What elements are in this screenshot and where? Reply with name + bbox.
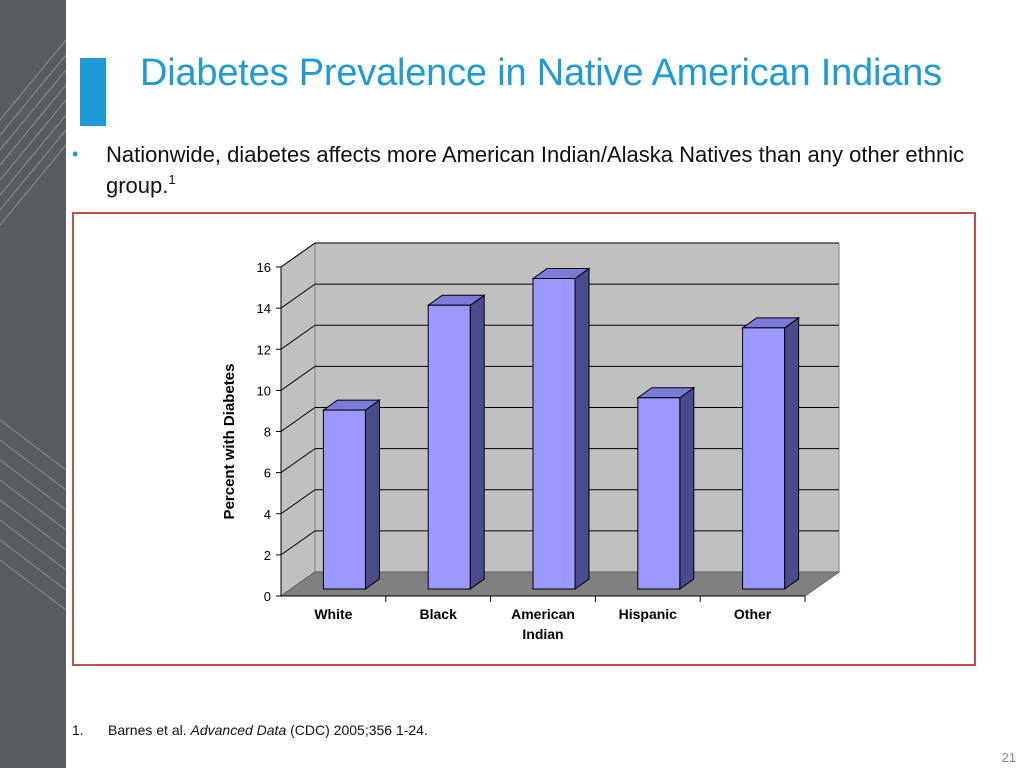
bar-chart: 0 2 4 6 8 10 12 14 16 White Black American Indian His…	[221, 242, 841, 642]
y-tick-label: 10	[257, 383, 271, 398]
x-tick-label: Other	[734, 606, 772, 622]
footnote-details: (CDC) 2005;356 1-24.	[286, 722, 428, 738]
y-tick-label: 6	[264, 466, 271, 481]
y-tick-label: 4	[264, 507, 271, 522]
bar-side	[574, 267, 590, 590]
slide-title: Diabetes Prevalence in Native American I…	[140, 52, 942, 94]
bar	[532, 278, 576, 590]
y-tick-label: 0	[264, 589, 271, 604]
gridline-side	[280, 242, 316, 268]
y-tick-label: 14	[257, 301, 271, 316]
title-accent-bar	[80, 58, 106, 126]
gridline-side	[280, 530, 316, 556]
x-tick-label: Black	[420, 606, 458, 622]
gridline-side	[280, 283, 316, 309]
x-tick-label: American	[511, 606, 575, 622]
y-axis-title: Percent with Diabetes	[221, 364, 238, 520]
gridline-side	[280, 448, 316, 474]
x-tick-label: Indian	[522, 626, 563, 642]
bar-side	[679, 386, 695, 590]
bullet-dot-icon: •	[72, 144, 79, 164]
bar	[322, 409, 366, 590]
footnote-authors: Barnes et al.	[108, 722, 191, 738]
footnote-journal: Advanced Data	[190, 722, 287, 738]
y-tick-label: 8	[264, 425, 271, 440]
x-tick-label: Hispanic	[619, 606, 678, 622]
bar	[637, 397, 681, 590]
gridline-side	[280, 324, 316, 350]
page-number: 21	[1001, 750, 1016, 765]
bullet-citation: 1	[168, 172, 176, 187]
bar-side	[469, 294, 485, 590]
y-tick-label: 2	[264, 548, 271, 563]
y-tick-label: 12	[257, 342, 271, 357]
band-pattern-graphic	[0, 39, 66, 611]
bullet-text-wrapper: Nationwide, diabetes affects more Americ…	[106, 139, 986, 201]
footnote-number: 1.	[72, 722, 84, 738]
x-tick-label: White	[314, 606, 352, 622]
chart-frame: 0 2 4 6 8 10 12 14 16 White Black American Indian His…	[72, 212, 976, 666]
footnote: 1. Barnes et al. Advanced Data (CDC) 2005…	[72, 722, 428, 738]
bar-side	[364, 399, 380, 590]
gridline-side	[280, 407, 316, 432]
bar	[427, 304, 471, 590]
gridline-side	[280, 489, 316, 515]
y-tick-label: 16	[257, 260, 271, 275]
gridline-side	[280, 365, 316, 391]
bar-side	[784, 316, 800, 590]
left-decorative-band	[0, 0, 66, 768]
bullet-text: Nationwide, diabetes affects more Americ…	[106, 142, 965, 198]
bar	[742, 327, 786, 590]
